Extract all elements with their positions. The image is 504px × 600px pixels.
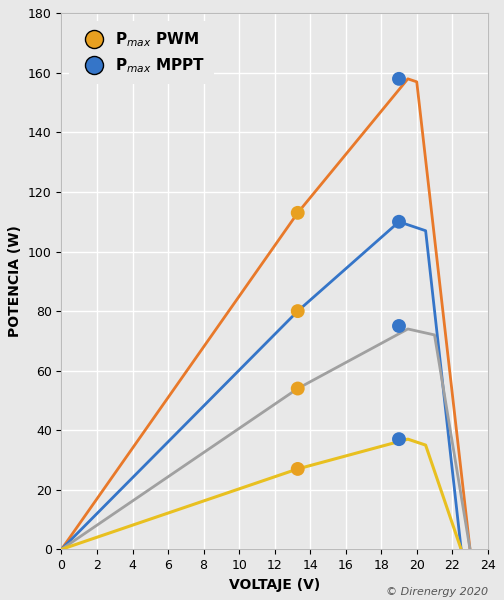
Point bbox=[294, 464, 302, 474]
Point bbox=[294, 307, 302, 316]
Point bbox=[395, 321, 403, 331]
Y-axis label: POTENCIA (W): POTENCIA (W) bbox=[9, 226, 22, 337]
Point bbox=[395, 74, 403, 83]
Point bbox=[395, 217, 403, 227]
Text: © Direnergy 2020: © Direnergy 2020 bbox=[386, 587, 488, 597]
X-axis label: VOLTAJE (V): VOLTAJE (V) bbox=[229, 578, 320, 592]
Point bbox=[395, 434, 403, 444]
Legend: P$_{max}$ PWM, P$_{max}$ MPPT: P$_{max}$ PWM, P$_{max}$ MPPT bbox=[69, 21, 214, 85]
Point bbox=[294, 208, 302, 218]
Point bbox=[294, 384, 302, 394]
